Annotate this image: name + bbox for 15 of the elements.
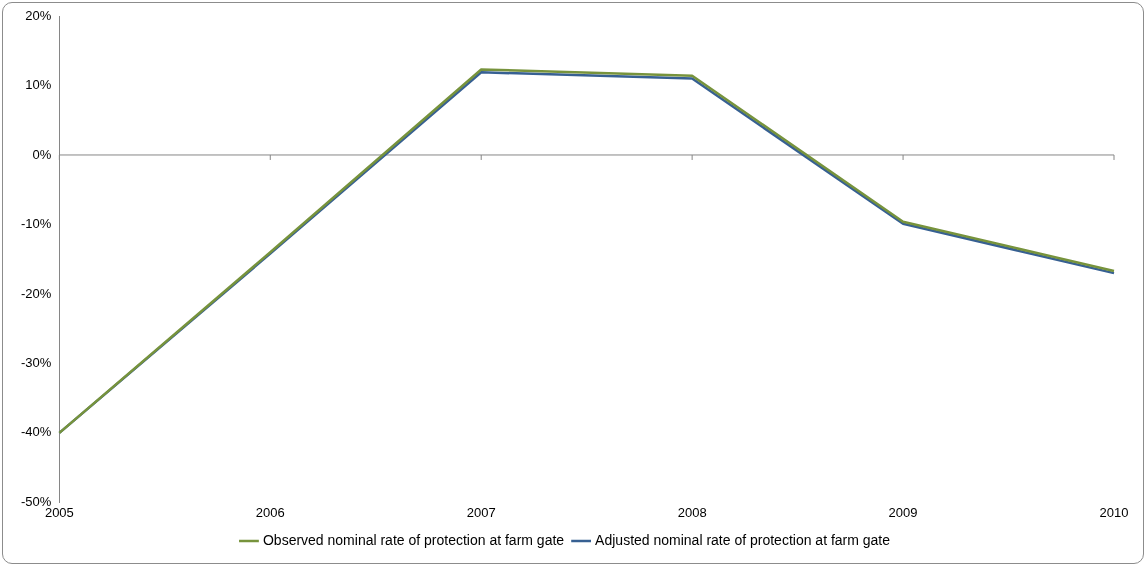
x-tick-label: 2007 (466, 504, 496, 520)
x-tick-label: 2010 (1099, 504, 1129, 520)
y-tick-label: -40% (20, 424, 52, 440)
y-tick-label: -30% (20, 355, 52, 371)
y-tick-label: -20% (20, 285, 52, 301)
legend-label: Observed nominal rate of protection at farm gate (262, 531, 565, 548)
y-tick-label: 0% (32, 146, 52, 162)
x-tick-label: 2009 (888, 504, 918, 520)
x-tick-label: 2008 (677, 504, 707, 520)
x-tick-label: 2006 (255, 504, 285, 520)
y-tick-label: -10% (20, 216, 52, 232)
y-tick-label: -50% (20, 493, 52, 509)
y-tick-label: 20% (25, 7, 52, 23)
y-tick-label: 10% (25, 77, 52, 93)
legend-label: Adjusted nominal rate of protection at farm gate (595, 531, 891, 548)
